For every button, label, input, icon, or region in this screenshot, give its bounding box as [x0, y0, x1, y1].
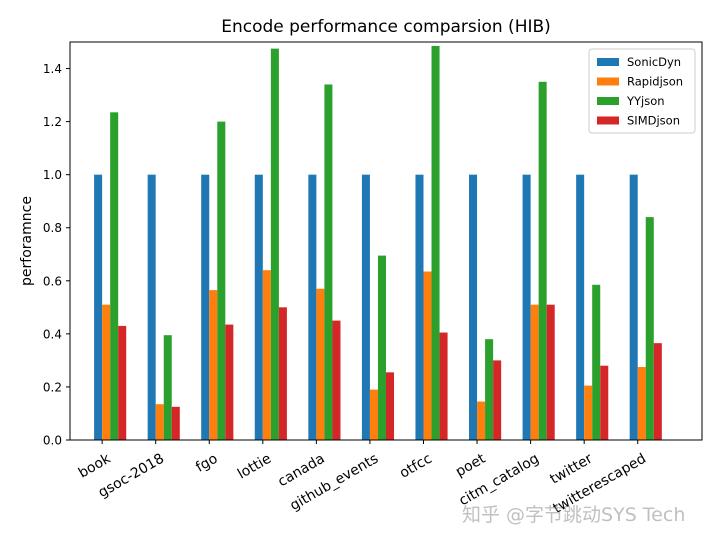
bar-sonicdyn-github_events — [361, 174, 370, 441]
y-tick-label: 1.0 — [43, 168, 62, 182]
bar-sonicdyn-book — [94, 174, 103, 441]
bar-sonicdyn-citm_catalog — [522, 174, 531, 441]
bar-yyjson-citm_catalog — [538, 81, 547, 441]
x-tick-label: poet — [453, 450, 489, 480]
bar-sonicdyn-poet — [469, 174, 478, 441]
chart-title: Encode performance comparsion (HIB) — [221, 17, 551, 37]
bar-yyjson-poet — [485, 339, 494, 440]
legend-label-simdjson: SIMDjson — [627, 114, 680, 128]
legend: SonicDyn Rapidjson YYjson SIMDjson — [588, 48, 696, 134]
bar-rapidjson-book — [102, 304, 111, 440]
bar-rapidjson-canada — [316, 288, 325, 440]
bar-yyjson-twitter — [592, 284, 601, 440]
bar-simdjson-lottie — [278, 307, 287, 440]
bar-rapidjson-gsoc-2018 — [155, 404, 164, 440]
bar-rapidjson-fgo — [209, 290, 218, 440]
y-tick-label: 0.4 — [43, 327, 62, 341]
bar-yyjson-lottie — [270, 48, 279, 440]
legend-label-sonicdyn: SonicDyn — [627, 55, 681, 69]
y-tick-label: 1.2 — [43, 115, 62, 129]
bar-rapidjson-citm_catalog — [530, 304, 539, 440]
legend-swatch-sonicdyn — [597, 58, 619, 66]
legend-swatch-yyjson — [597, 97, 619, 105]
bar-simdjson-poet — [493, 360, 502, 440]
bar-simdjson-github_events — [386, 372, 395, 440]
bar-rapidjson-twitterescaped — [637, 367, 646, 440]
bar-simdjson-otfcc — [439, 332, 448, 440]
bar-yyjson-gsoc-2018 — [163, 335, 172, 440]
y-tick-label: 0.6 — [43, 274, 62, 288]
bar-sonicdyn-twitter — [576, 174, 585, 441]
bar-rapidjson-twitter — [584, 385, 593, 440]
bar-rapidjson-github_events — [369, 389, 378, 440]
x-tick-label: lottie — [235, 451, 274, 483]
bar-sonicdyn-canada — [308, 174, 317, 441]
y-tick-label: 1.4 — [43, 62, 62, 76]
x-tick-label: otfcc — [397, 451, 435, 482]
legend-swatch-simdjson — [597, 116, 619, 125]
bar-simdjson-book — [118, 325, 127, 440]
bar-simdjson-canada — [332, 320, 341, 440]
bar-yyjson-canada — [324, 84, 333, 440]
bars-group — [94, 45, 662, 441]
legend-label-rapidjson: Rapidjson — [627, 75, 683, 89]
bar-sonicdyn-otfcc — [415, 174, 424, 441]
x-tick-label: fgo — [193, 451, 220, 476]
y-tick-label: 0.8 — [43, 221, 62, 235]
bar-yyjson-book — [110, 112, 119, 440]
plot-frame — [69, 41, 703, 441]
y-axis-label: perforamnce — [19, 196, 35, 286]
bar-rapidjson-poet — [477, 401, 486, 440]
legend-swatch-rapidjson — [597, 77, 619, 86]
bar-yyjson-fgo — [217, 121, 226, 440]
watermark: 知乎 @字节跳动SYS Tech — [462, 504, 686, 526]
legend-label-yyjson: YYjson — [626, 94, 665, 108]
bar-yyjson-github_events — [377, 255, 386, 440]
bar-sonicdyn-fgo — [201, 174, 210, 441]
bar-simdjson-citm_catalog — [546, 304, 555, 440]
x-tick-label: book — [76, 450, 114, 481]
bar-simdjson-gsoc-2018 — [171, 406, 180, 440]
y-axis-ticks: 0.0 0.2 0.4 0.6 0.8 1.0 1.2 1.4 — [43, 62, 70, 448]
bar-sonicdyn-twitterescaped — [629, 174, 638, 441]
bar-simdjson-twitterescaped — [653, 343, 662, 440]
y-tick-label: 0.2 — [43, 380, 62, 394]
bar-simdjson-twitter — [600, 365, 609, 440]
bar-sonicdyn-gsoc-2018 — [147, 174, 156, 441]
y-tick-label: 0.0 — [43, 434, 62, 448]
bar-yyjson-twitterescaped — [645, 217, 654, 440]
legend-frame — [588, 48, 696, 134]
bar-yyjson-otfcc — [431, 45, 440, 440]
bar-rapidjson-lottie — [262, 270, 271, 440]
bar-rapidjson-otfcc — [423, 271, 432, 440]
bar-sonicdyn-lottie — [254, 174, 263, 441]
bar-simdjson-fgo — [225, 324, 234, 440]
